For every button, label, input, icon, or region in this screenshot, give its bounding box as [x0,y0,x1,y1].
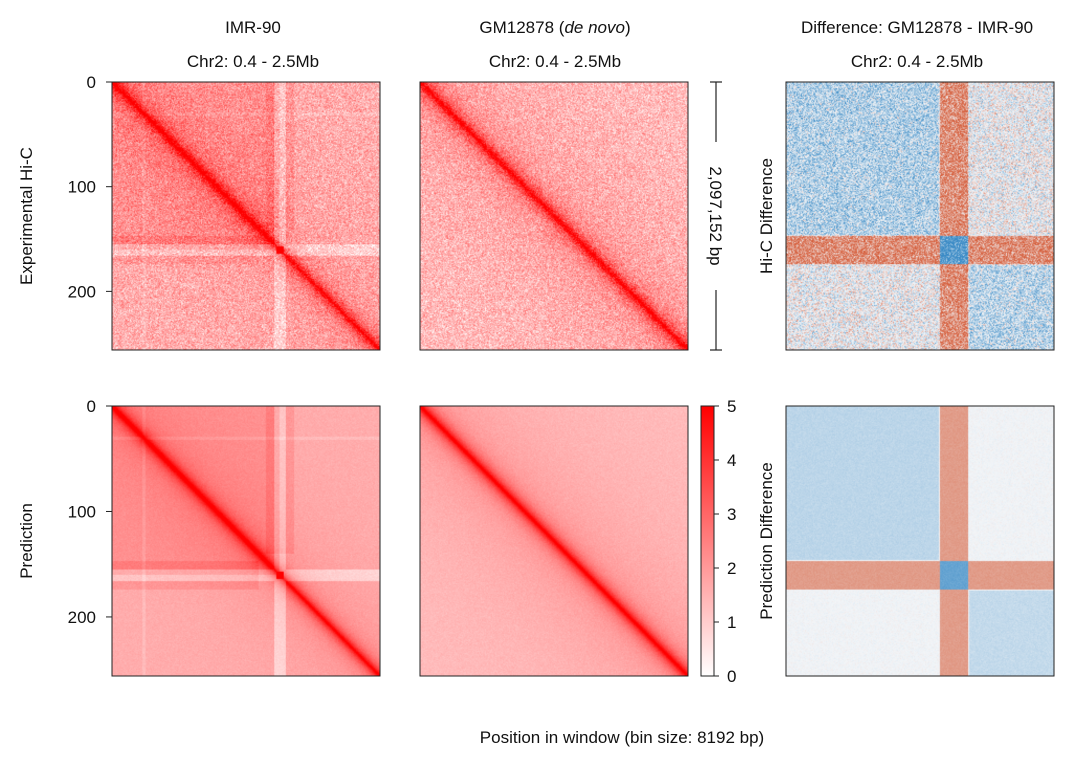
col-title-imr90: IMR-90 [225,18,281,37]
col-subtitle-gm12878: Chr2: 0.4 - 2.5Mb [489,52,621,71]
y-tick-label: 200 [68,608,96,627]
panel-hic-imr90 [111,81,381,351]
panel-pred-imr90 [111,405,381,677]
colorbar-tick-label: 2 [727,559,736,578]
prediction-difference-label: Prediction Difference [757,462,776,620]
col-title-gm12878: GM12878 (de novo) [479,18,630,37]
colorbar-tick-label: 4 [727,451,736,470]
y-tick-label: 0 [87,397,96,416]
panel-hic-gm12878 [419,81,689,351]
y-axis-top: 0 100 200 [68,73,112,301]
y-tick-label: 100 [68,502,96,521]
y-tick-label: 0 [87,73,96,92]
hic-difference-label: Hi-C Difference [757,158,776,274]
row-label-prediction: Prediction [17,503,36,579]
colorbar: 0 1 2 3 4 5 [700,397,736,686]
x-axis-label: Position in window (bin size: 8192 bp) [480,728,764,747]
y-tick-label: 100 [68,178,96,197]
panel-pred-gm12878 [419,405,689,677]
colorbar-tick-label: 0 [727,667,736,686]
y-axis-bottom: 0 100 200 [68,397,112,627]
panel-pred-difference [785,405,1055,677]
colorbar-tick-label: 1 [727,613,736,632]
colorbar-tick-label: 5 [727,397,736,416]
window-length-label: 2,097,152 bp [706,166,725,265]
col-subtitle-imr90: Chr2: 0.4 - 2.5Mb [187,52,319,71]
row-label-experimental: Experimental Hi-C [17,147,36,285]
col-subtitle-difference: Chr2: 0.4 - 2.5Mb [851,52,983,71]
y-tick-label: 200 [68,282,96,301]
colorbar-tick-label: 3 [727,505,736,524]
col-title-difference: Difference: GM12878 - IMR-90 [801,18,1033,37]
panel-hic-difference [785,81,1055,351]
window-scale-bar: 2,097,152 bp [706,81,725,351]
